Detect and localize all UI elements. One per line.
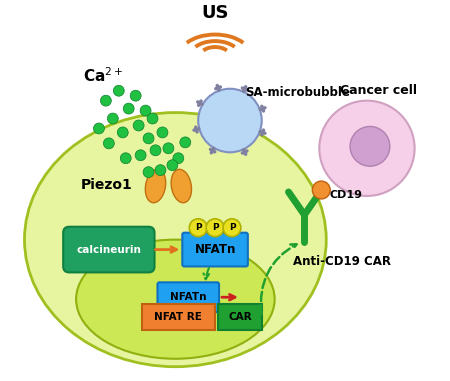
Circle shape [163, 143, 174, 154]
Ellipse shape [76, 240, 274, 359]
Text: SA-microbubble: SA-microbubble [245, 86, 350, 99]
Text: CD19: CD19 [329, 190, 362, 200]
Text: US: US [201, 4, 229, 22]
Circle shape [135, 150, 146, 161]
Circle shape [150, 145, 161, 156]
Circle shape [155, 165, 166, 176]
Text: Piezo1: Piezo1 [81, 178, 133, 192]
Ellipse shape [24, 112, 326, 367]
FancyBboxPatch shape [158, 282, 219, 312]
Circle shape [117, 127, 128, 138]
Text: CAR: CAR [228, 312, 252, 322]
Circle shape [104, 138, 114, 149]
Text: Anti-CD19 CAR: Anti-CD19 CAR [292, 255, 391, 268]
Circle shape [94, 123, 104, 134]
Circle shape [123, 103, 134, 114]
Circle shape [143, 166, 154, 178]
Text: P: P [229, 223, 235, 232]
Circle shape [198, 89, 262, 152]
Circle shape [140, 105, 151, 116]
Text: NFATn: NFATn [170, 292, 207, 302]
Circle shape [312, 181, 330, 199]
Text: Cancer cell: Cancer cell [340, 84, 417, 97]
Circle shape [147, 113, 158, 124]
Circle shape [100, 95, 111, 106]
Circle shape [320, 101, 414, 196]
FancyBboxPatch shape [218, 304, 262, 330]
Circle shape [113, 85, 124, 96]
FancyBboxPatch shape [182, 233, 248, 266]
Circle shape [167, 160, 178, 171]
Circle shape [133, 120, 144, 131]
Circle shape [143, 133, 154, 144]
Circle shape [120, 153, 131, 164]
FancyBboxPatch shape [63, 227, 154, 272]
Text: NFAT RE: NFAT RE [154, 312, 202, 322]
Circle shape [157, 127, 168, 138]
Circle shape [189, 219, 207, 237]
Text: P: P [195, 223, 202, 232]
Circle shape [130, 90, 141, 101]
Circle shape [350, 126, 390, 166]
Circle shape [223, 219, 241, 237]
Circle shape [108, 113, 118, 124]
Text: P: P [212, 223, 218, 232]
FancyBboxPatch shape [142, 304, 215, 330]
Ellipse shape [171, 169, 192, 203]
Text: Ca$^{2+}$: Ca$^{2+}$ [83, 67, 123, 85]
Ellipse shape [145, 169, 166, 203]
Text: calcineurin: calcineurin [76, 245, 141, 255]
Text: NFATn: NFATn [194, 243, 236, 256]
Circle shape [173, 153, 184, 164]
Circle shape [206, 219, 224, 237]
Circle shape [180, 137, 191, 148]
